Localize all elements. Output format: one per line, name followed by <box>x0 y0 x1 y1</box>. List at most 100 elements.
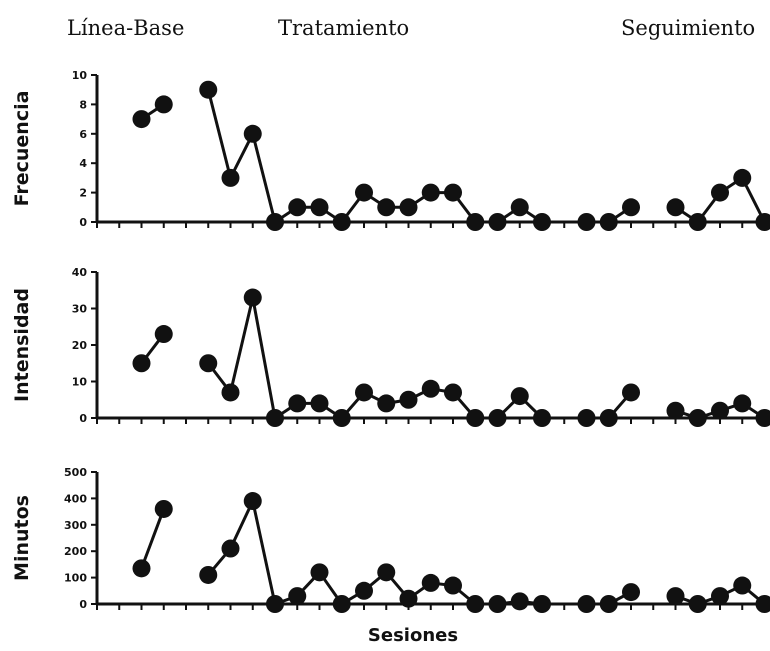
y-axis-label: Intensidad <box>11 288 33 402</box>
y-tick-label: 500 <box>64 466 87 479</box>
data-point <box>221 383 240 402</box>
data-point <box>377 198 396 217</box>
data-point <box>733 168 752 187</box>
data-point <box>221 539 240 558</box>
data-point <box>488 213 507 231</box>
data-point <box>533 213 551 231</box>
y-tick-label: 40 <box>72 266 88 279</box>
series-line <box>207 496 543 606</box>
data-point <box>711 401 729 420</box>
y-tick-label: 0 <box>79 412 87 425</box>
data-point <box>221 168 240 187</box>
data-point <box>577 595 596 613</box>
data-point <box>688 409 707 427</box>
data-point <box>332 409 351 427</box>
series-line <box>206 89 543 225</box>
data-point <box>510 592 529 611</box>
data-point <box>488 409 507 427</box>
data-point <box>399 198 418 217</box>
data-point <box>199 354 218 373</box>
data-point <box>755 409 770 427</box>
y-tick-label: 200 <box>64 545 87 558</box>
data-point <box>421 379 440 398</box>
data-point <box>711 587 729 606</box>
data-point <box>355 183 373 202</box>
data-point <box>332 213 351 231</box>
panel-frecuencia: 0 2 4 6 8 10 Frecuencia <box>11 69 770 231</box>
y-tick-label: 4 <box>79 157 87 170</box>
data-point <box>466 409 485 427</box>
data-point <box>154 325 173 344</box>
data-point <box>755 213 770 231</box>
data-point <box>310 198 329 217</box>
data-point <box>332 595 351 613</box>
data-point <box>399 390 418 409</box>
data-point <box>132 354 151 373</box>
y-tick-label: 100 <box>64 572 87 585</box>
phase-label-baseline: Línea-Base <box>67 16 184 40</box>
data-point <box>666 401 685 420</box>
y-tick-label: 400 <box>64 492 87 505</box>
data-point <box>488 595 507 613</box>
phase-label-treatment: Tratamiento <box>278 16 409 40</box>
data-point <box>310 394 329 413</box>
data-point <box>154 95 173 114</box>
data-point <box>444 576 462 595</box>
data-point <box>510 198 529 217</box>
data-point <box>399 589 418 608</box>
data-point <box>755 595 770 613</box>
data-point <box>622 383 640 402</box>
y-tick-label: 10 <box>72 376 88 389</box>
data-point <box>199 565 218 584</box>
data-point <box>577 409 596 427</box>
data-point <box>733 394 752 413</box>
data-point <box>599 409 618 427</box>
data-point <box>421 573 440 592</box>
data-point <box>288 198 307 217</box>
data-point <box>266 409 284 427</box>
y-tick-label: 20 <box>72 339 88 352</box>
data-point <box>666 587 685 606</box>
data-point <box>421 183 440 202</box>
data-point <box>132 559 151 578</box>
y-tick-label: 0 <box>79 216 87 229</box>
data-point <box>688 213 707 231</box>
y-tick-label: 30 <box>72 303 88 316</box>
data-point <box>154 499 173 518</box>
y-axis-label: Minutos <box>11 495 33 581</box>
series-line <box>207 297 544 421</box>
data-point <box>444 183 462 202</box>
data-point <box>310 563 329 582</box>
y-tick-label: 6 <box>79 128 87 141</box>
data-point <box>355 383 373 402</box>
data-point <box>599 213 618 231</box>
y-tick-label: 8 <box>79 98 87 111</box>
data-point <box>711 183 729 202</box>
data-point <box>666 198 685 217</box>
data-point <box>622 583 640 602</box>
y-tick-label: 10 <box>72 69 88 82</box>
data-point <box>243 492 262 511</box>
data-point <box>266 595 284 613</box>
data-point <box>577 213 596 231</box>
panel-minutos: 0 100 200 300 400 500 Minutos <box>11 466 770 613</box>
data-point <box>599 595 618 613</box>
data-point <box>688 595 707 613</box>
data-point <box>377 563 396 582</box>
y-tick-label: 2 <box>79 187 87 200</box>
y-tick-label: 0 <box>79 598 87 611</box>
y-axis-label: Frecuencia <box>11 91 33 207</box>
data-point <box>288 394 307 413</box>
data-point <box>266 213 284 231</box>
phase-label-followup: Seguimiento <box>621 16 755 40</box>
data-point <box>377 394 396 413</box>
panel-intensidad: 0 10 20 30 40 Intensidad <box>11 266 770 427</box>
y-tick-label: 300 <box>64 519 87 532</box>
data-point <box>533 409 551 427</box>
data-point <box>243 288 262 307</box>
data-point <box>466 213 485 231</box>
data-point <box>466 595 485 613</box>
x-axis-label: Sesiones <box>368 625 458 646</box>
data-point <box>622 198 640 217</box>
data-point <box>243 124 262 143</box>
